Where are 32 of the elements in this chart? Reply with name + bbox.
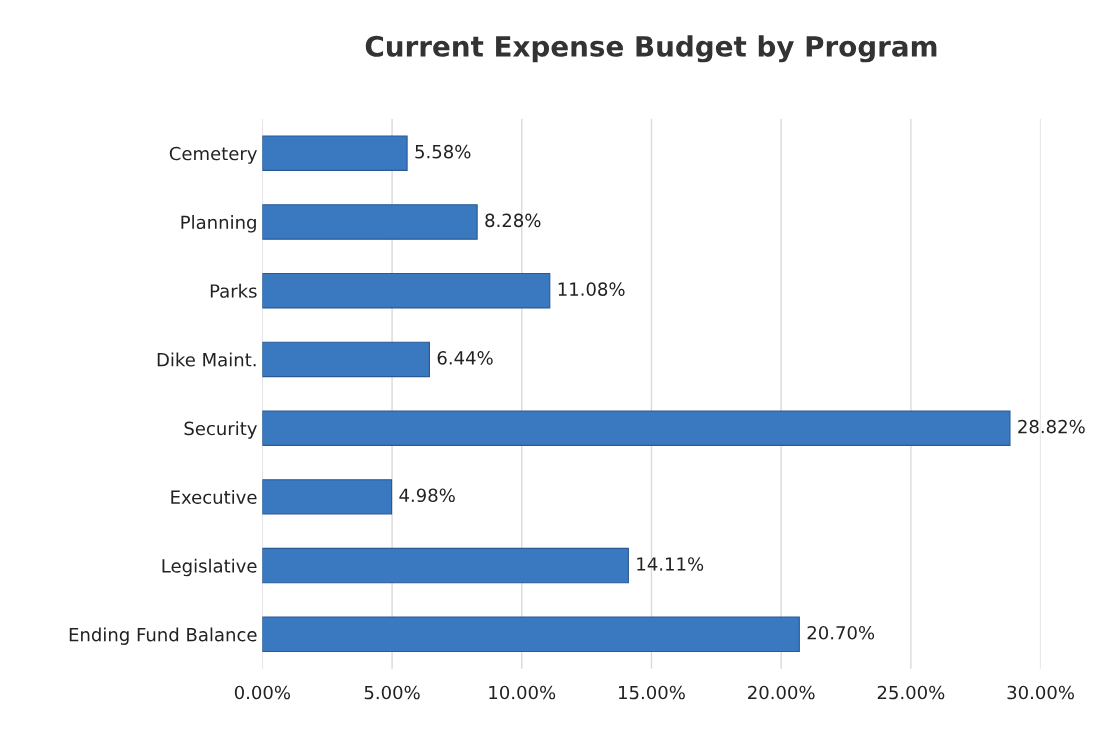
y-tick-label: Parks bbox=[210, 283, 257, 298]
data-label: 14.11% bbox=[637, 557, 704, 571]
chart-title: Current Expense Budget by Program bbox=[365, 35, 937, 63]
y-tick-label: Legislative bbox=[162, 558, 257, 577]
y-tick-label: Dike Maint. bbox=[157, 352, 256, 367]
data-label: 4.98% bbox=[399, 488, 455, 503]
x-tick-label: 20.00% bbox=[748, 685, 815, 700]
x-tick-label: 25.00% bbox=[877, 685, 945, 700]
bar bbox=[262, 479, 393, 515]
bar bbox=[262, 547, 629, 584]
bar bbox=[262, 204, 478, 240]
x-tick-label: 15.00% bbox=[619, 685, 685, 700]
y-tick-label: Security bbox=[184, 421, 257, 439]
x-tick-label: 10.00% bbox=[489, 685, 556, 700]
y-tick-label: Cemetery bbox=[169, 146, 257, 164]
y-tick-label: Ending Fund Balance bbox=[69, 627, 257, 645]
x-tick-label: 30.00% bbox=[1007, 685, 1075, 700]
bar bbox=[262, 341, 430, 378]
data-label: 6.44% bbox=[437, 351, 493, 365]
data-label: 28.82% bbox=[1018, 419, 1085, 434]
x-tick-label: 5.00% bbox=[364, 685, 420, 700]
bar bbox=[262, 616, 800, 653]
bar bbox=[262, 272, 551, 309]
data-label: 11.08% bbox=[558, 282, 625, 296]
data-label: 8.28% bbox=[485, 213, 541, 228]
bar bbox=[262, 410, 1011, 446]
bar bbox=[262, 135, 408, 171]
y-tick-label: Executive bbox=[171, 490, 257, 504]
data-label: 20.70% bbox=[807, 625, 875, 640]
data-label: 5.58% bbox=[415, 144, 471, 159]
y-tick-label: Planning bbox=[181, 215, 256, 233]
x-tick-label: 0.00% bbox=[234, 685, 291, 700]
